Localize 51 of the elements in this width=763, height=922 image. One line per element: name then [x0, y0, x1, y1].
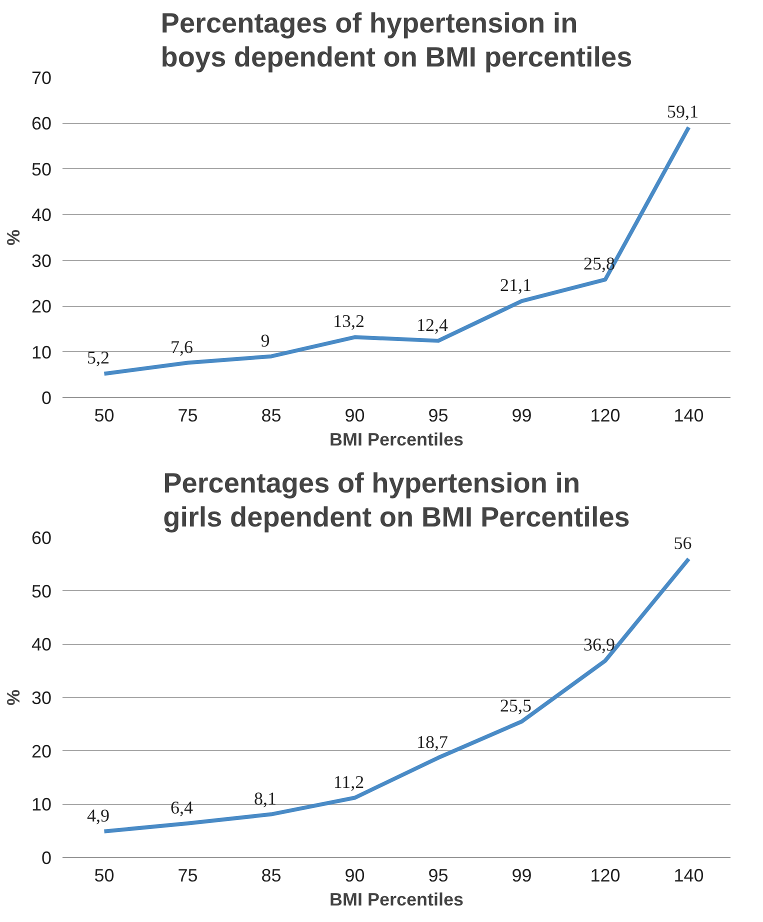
chart-title: Percentages of hypertension in boys dependent on BMI percentiles [160, 7, 632, 72]
x-tick-label: 140 [674, 406, 704, 426]
y-tick-label: 70 [31, 68, 52, 88]
y-tick-label: 50 [31, 159, 52, 180]
data-label: 21,1 [500, 275, 532, 296]
x-axis-title: BMI Percentiles [329, 430, 464, 450]
data-label: 25,5 [500, 696, 532, 716]
chart-title: Percentages of hypertension in girls dependent on BMI Percentiles [163, 467, 630, 532]
x-tick-label: 85 [261, 406, 282, 426]
data-label: 13,2 [333, 311, 364, 332]
y-tick-label: 30 [31, 688, 52, 708]
y-tick-label: 40 [31, 205, 52, 226]
y-tick-label: 20 [31, 741, 52, 762]
data-label: 8,1 [254, 788, 276, 808]
y-tick-label: 20 [31, 296, 52, 317]
data-label: 7,6 [170, 336, 193, 357]
x-tick-label: 95 [428, 866, 448, 886]
data-label: 9 [260, 330, 270, 350]
x-tick-label: 75 [178, 866, 198, 886]
x-tick-label: 50 [94, 866, 114, 886]
x-tick-label: 120 [590, 866, 620, 886]
data-label: 36,9 [584, 634, 615, 655]
x-tick-label: 120 [590, 406, 620, 426]
y-tick-label: 0 [41, 848, 52, 868]
data-label: 59,1 [667, 101, 698, 122]
y-tick-label: 40 [31, 634, 52, 655]
y-tick-label: 10 [31, 342, 52, 362]
data-label: 6,4 [170, 797, 193, 818]
y-axis-title: % [3, 229, 24, 246]
x-axis-title: BMI Percentiles [329, 890, 464, 910]
data-label: 12,4 [416, 314, 448, 335]
x-tick-label: 75 [178, 406, 198, 426]
data-label: 11,2 [333, 772, 364, 792]
y-tick-label: 60 [31, 114, 52, 134]
data-label: 18,7 [416, 732, 448, 752]
data-label: 4,9 [87, 805, 110, 826]
x-tick-label: 95 [428, 406, 448, 426]
data-label: 5,2 [87, 348, 110, 368]
x-tick-label: 90 [344, 406, 365, 426]
y-axis-title: % [3, 689, 24, 706]
y-tick-label: 0 [41, 388, 52, 408]
y-tick-label: 60 [31, 528, 52, 548]
x-tick-label: 85 [261, 866, 282, 886]
y-tick-label: 10 [31, 794, 52, 815]
y-tick-label: 50 [31, 581, 52, 602]
x-tick-label: 50 [94, 406, 114, 426]
x-tick-label: 99 [512, 866, 532, 886]
x-tick-label: 99 [512, 406, 532, 426]
x-tick-label: 140 [674, 866, 704, 886]
x-tick-label: 90 [344, 866, 365, 886]
y-tick-label: 30 [31, 250, 52, 271]
